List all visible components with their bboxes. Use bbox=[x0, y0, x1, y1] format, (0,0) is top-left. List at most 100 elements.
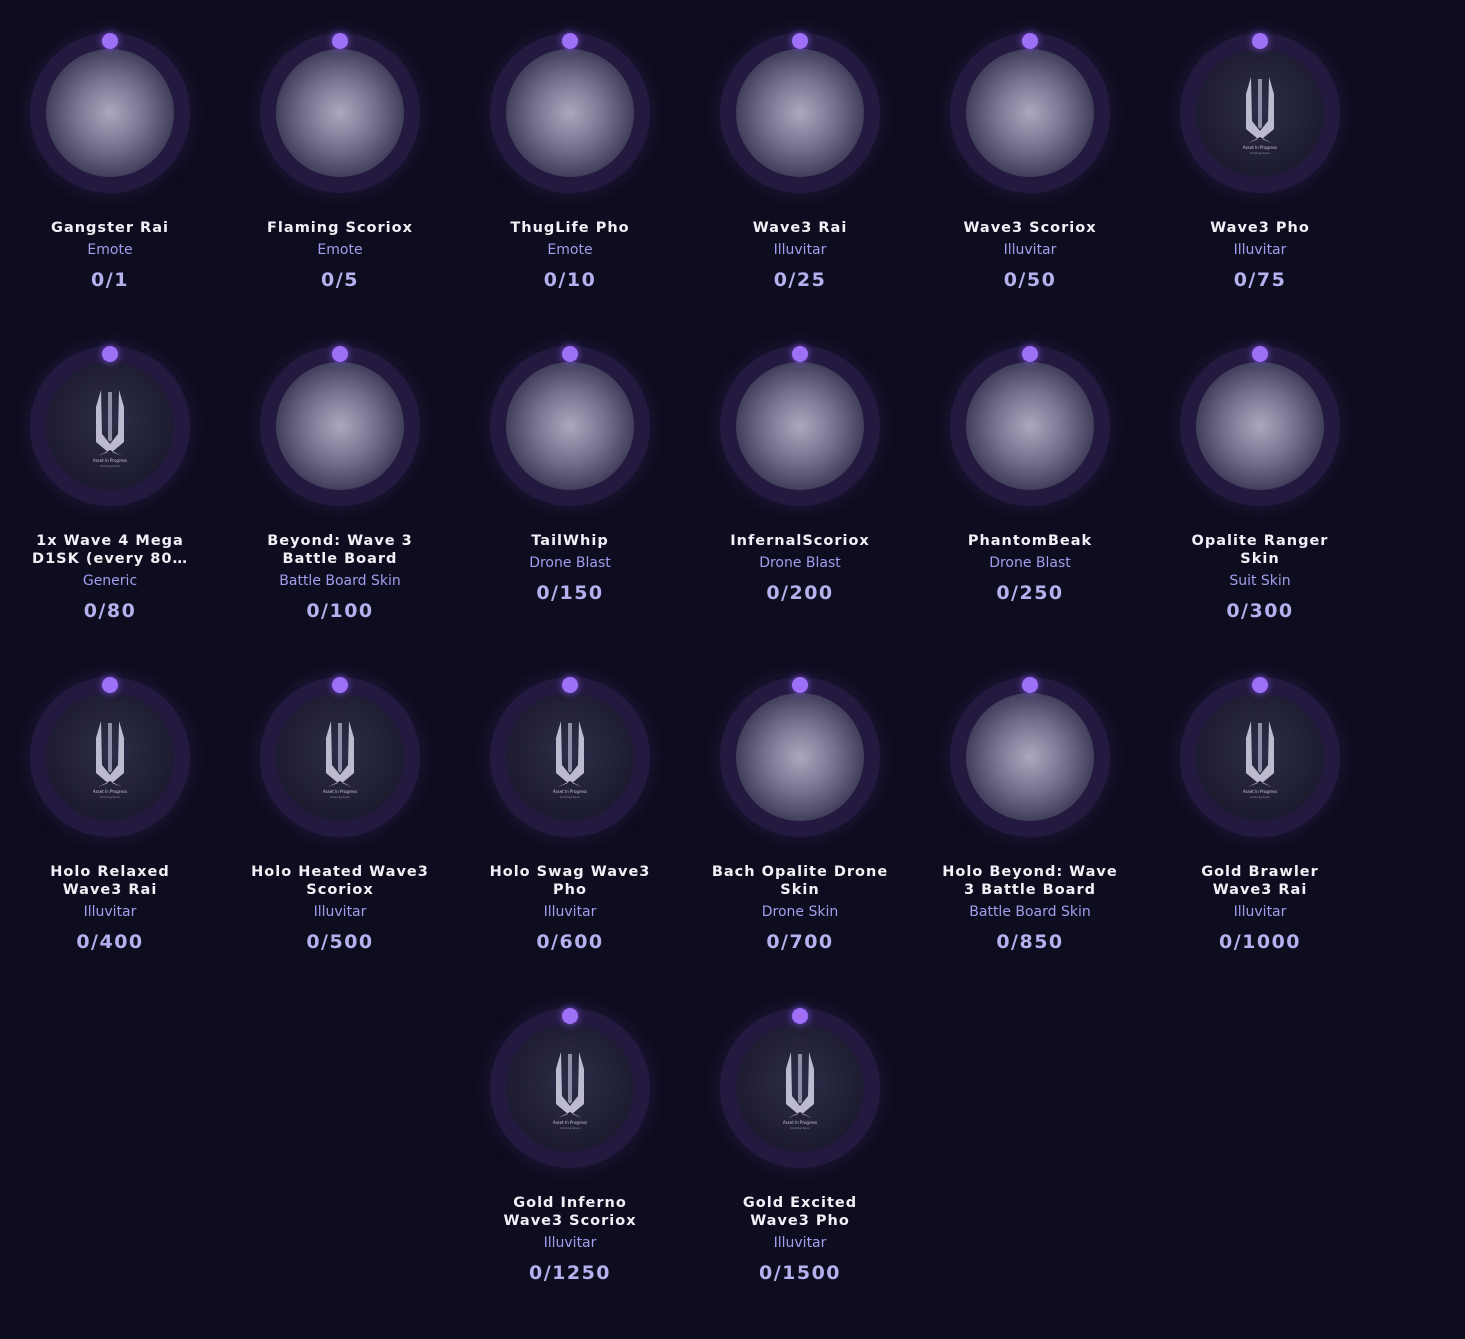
reward-type: Drone Blast bbox=[989, 555, 1071, 571]
reward-progress: 0/300 bbox=[1226, 600, 1294, 622]
reward-type: Emote bbox=[87, 242, 133, 258]
reward-artwork bbox=[966, 362, 1094, 490]
reward-image-placeholder: Asset In Progress Coming Soon bbox=[736, 1024, 864, 1152]
illuvium-emblem-icon bbox=[326, 721, 354, 787]
status-dot-icon bbox=[792, 33, 808, 49]
reward-card[interactable]: Asset In Progress Coming Soon 1x Wave 4 … bbox=[0, 346, 225, 622]
reward-artwork bbox=[966, 49, 1094, 177]
reward-card[interactable]: ThugLife Pho Emote 0/10 bbox=[455, 33, 685, 291]
reward-ring bbox=[950, 33, 1110, 193]
reward-ring bbox=[950, 346, 1110, 506]
reward-name: Opalite Ranger Skin bbox=[1191, 533, 1329, 567]
status-dot-icon bbox=[1022, 346, 1038, 362]
status-dot-icon bbox=[792, 677, 808, 693]
reward-card[interactable]: TailWhip Drone Blast 0/150 bbox=[455, 346, 685, 604]
reward-artwork bbox=[506, 362, 634, 490]
reward-progress: 0/250 bbox=[996, 582, 1064, 604]
reward-card[interactable]: Asset In Progress Coming Soon Holo Heate… bbox=[225, 677, 455, 953]
status-dot-icon bbox=[792, 1008, 808, 1024]
reward-image bbox=[736, 693, 864, 821]
reward-name: Gangster Rai bbox=[51, 220, 169, 236]
status-dot-icon bbox=[332, 33, 348, 49]
illuvium-emblem-icon bbox=[1246, 721, 1274, 787]
reward-card[interactable]: Asset In Progress Coming Soon Holo Swag … bbox=[455, 677, 685, 953]
reward-card[interactable]: Asset In Progress Coming Soon Wave3 Pho … bbox=[1145, 33, 1375, 291]
reward-card[interactable]: Holo Beyond: Wave 3 Battle Board Battle … bbox=[915, 677, 1145, 953]
reward-card[interactable]: Asset In Progress Coming Soon Gold Excit… bbox=[685, 1008, 915, 1284]
reward-type: Battle Board Skin bbox=[969, 904, 1091, 920]
reward-ring bbox=[260, 346, 420, 506]
reward-card[interactable]: Asset In Progress Coming Soon Gold Brawl… bbox=[1145, 677, 1375, 953]
reward-card[interactable]: Asset In Progress Coming Soon Gold Infer… bbox=[455, 1008, 685, 1284]
reward-type: Illuvitar bbox=[1003, 242, 1057, 258]
reward-card[interactable]: Opalite Ranger Skin Suit Skin 0/300 bbox=[1145, 346, 1375, 622]
status-dot-icon bbox=[562, 33, 578, 49]
reward-name: 1x Wave 4 Mega D1SK (every 80… bbox=[32, 533, 188, 567]
reward-image-placeholder: Asset In Progress Coming Soon bbox=[276, 693, 404, 821]
asset-in-progress-text: Asset In Progress bbox=[322, 789, 358, 794]
reward-artwork bbox=[276, 362, 404, 490]
reward-artwork bbox=[506, 49, 634, 177]
reward-type: Drone Skin bbox=[761, 904, 839, 920]
status-dot-icon bbox=[332, 346, 348, 362]
reward-card[interactable]: Wave3 Rai Illuvitar 0/25 bbox=[685, 33, 915, 291]
reward-progress: 0/25 bbox=[773, 269, 827, 291]
reward-ring: Asset In Progress Coming Soon bbox=[30, 677, 190, 837]
reward-name: PhantomBeak bbox=[967, 533, 1093, 549]
reward-card[interactable]: Wave3 Scoriox Illuvitar 0/50 bbox=[915, 33, 1145, 291]
reward-image-placeholder: Asset In Progress Coming Soon bbox=[46, 693, 174, 821]
asset-in-progress-text: Asset In Progress bbox=[1242, 145, 1278, 150]
reward-name: Holo Heated Wave3 Scoriox bbox=[251, 864, 429, 898]
reward-name: TailWhip bbox=[531, 533, 609, 549]
coming-soon-text: Coming Soon bbox=[560, 795, 580, 799]
reward-progress: 0/100 bbox=[306, 600, 374, 622]
reward-image-placeholder: Asset In Progress Coming Soon bbox=[1196, 693, 1324, 821]
reward-card[interactable]: Bach Opalite Drone Skin Drone Skin 0/700 bbox=[685, 677, 915, 953]
reward-ring: Asset In Progress Coming Soon bbox=[1180, 677, 1340, 837]
coming-soon-text: Coming Soon bbox=[100, 795, 120, 799]
reward-ring bbox=[720, 33, 880, 193]
reward-card[interactable]: Asset In Progress Coming Soon Holo Relax… bbox=[0, 677, 225, 953]
reward-image bbox=[506, 49, 634, 177]
reward-progress: 0/850 bbox=[996, 931, 1064, 953]
status-dot-icon bbox=[562, 677, 578, 693]
reward-type: Suit Skin bbox=[1229, 573, 1291, 589]
reward-card[interactable]: PhantomBeak Drone Blast 0/250 bbox=[915, 346, 1145, 604]
reward-name: Bach Opalite Drone Skin bbox=[711, 864, 889, 898]
coming-soon-text: Coming Soon bbox=[560, 1126, 580, 1130]
reward-artwork bbox=[736, 693, 864, 821]
reward-image-placeholder: Asset In Progress Coming Soon bbox=[506, 693, 634, 821]
reward-type: Illuvitar bbox=[773, 242, 827, 258]
reward-ring: Asset In Progress Coming Soon bbox=[490, 1008, 650, 1168]
reward-image bbox=[966, 693, 1094, 821]
reward-progress: 0/1500 bbox=[758, 1262, 842, 1284]
reward-card[interactable]: Flaming Scoriox Emote 0/5 bbox=[225, 33, 455, 291]
reward-type: Emote bbox=[317, 242, 363, 258]
reward-card[interactable]: InfernalScoriox Drone Blast 0/200 bbox=[685, 346, 915, 604]
status-dot-icon bbox=[102, 346, 118, 362]
status-dot-icon bbox=[1022, 33, 1038, 49]
reward-image bbox=[736, 362, 864, 490]
reward-type: Illuvitar bbox=[773, 1235, 827, 1251]
reward-artwork bbox=[1196, 362, 1324, 490]
reward-progress: 0/80 bbox=[83, 600, 137, 622]
reward-ring: Asset In Progress Coming Soon bbox=[490, 677, 650, 837]
illuvium-emblem-icon bbox=[1246, 77, 1274, 143]
asset-in-progress-text: Asset In Progress bbox=[782, 1120, 818, 1125]
reward-type: Drone Blast bbox=[529, 555, 611, 571]
reward-type: Drone Blast bbox=[759, 555, 841, 571]
status-dot-icon bbox=[562, 346, 578, 362]
coming-soon-text: Coming Soon bbox=[1250, 795, 1270, 799]
reward-name: Gold Excited Wave3 Pho bbox=[742, 1195, 858, 1229]
coming-soon-text: Coming Soon bbox=[100, 464, 120, 468]
reward-ring bbox=[1180, 346, 1340, 506]
reward-image bbox=[46, 49, 174, 177]
reward-card[interactable]: Gangster Rai Emote 0/1 bbox=[0, 33, 225, 291]
asset-in-progress-text: Asset In Progress bbox=[92, 458, 128, 463]
reward-card[interactable]: Beyond: Wave 3 Battle Board Battle Board… bbox=[225, 346, 455, 622]
status-dot-icon bbox=[792, 346, 808, 362]
asset-in-progress-text: Asset In Progress bbox=[92, 789, 128, 794]
reward-ring bbox=[490, 33, 650, 193]
reward-progress: 0/1000 bbox=[1218, 931, 1302, 953]
reward-image-placeholder: Asset In Progress Coming Soon bbox=[506, 1024, 634, 1152]
